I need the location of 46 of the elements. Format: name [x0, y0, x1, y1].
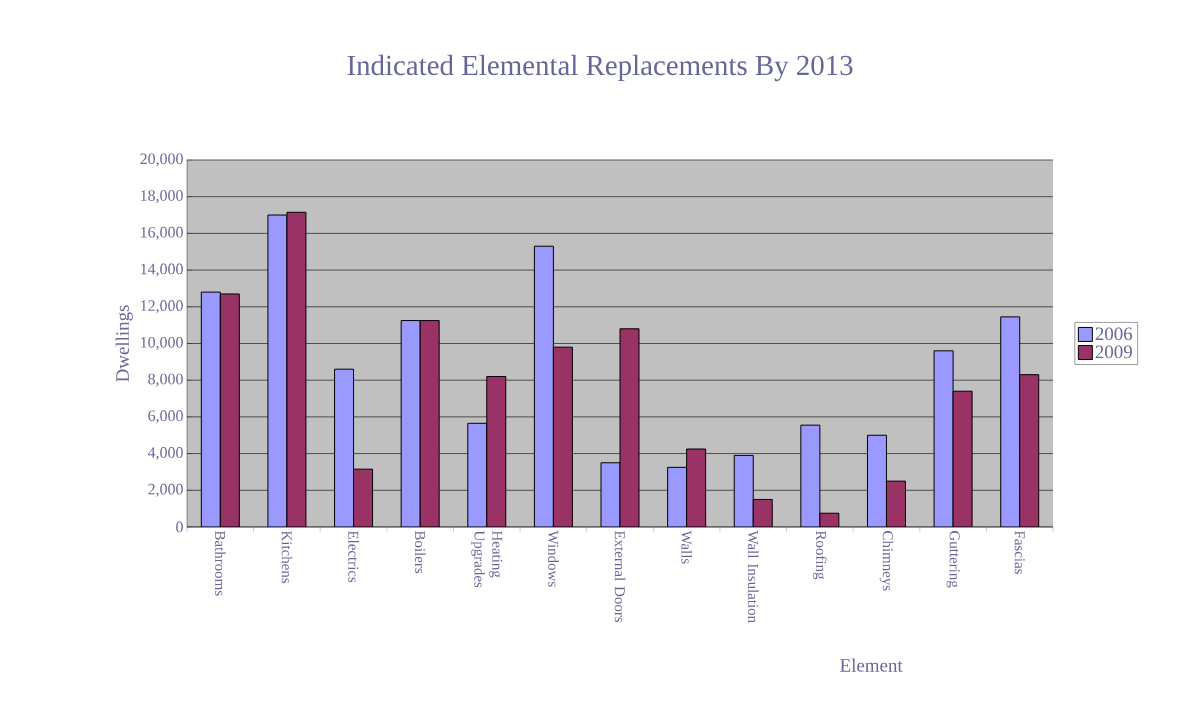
- x-tick-label: Fascias: [1014, 530, 1025, 574]
- y-tick-label: 16,000: [141, 226, 183, 240]
- y-axis-title: Dwellings: [115, 305, 133, 382]
- x-tick-label: Roofing: [812, 530, 827, 580]
- bar: [886, 481, 906, 527]
- chart-title: Indicated Elemental Replacements By 2013: [347, 54, 853, 82]
- x-axis-title: Element: [840, 658, 903, 672]
- y-tick-label: 20,000: [140, 153, 183, 167]
- bar: [867, 435, 887, 527]
- bar: [334, 369, 354, 527]
- x-tick-label: Boilers: [414, 530, 426, 574]
- x-tick-label: Wall Insulation: [747, 530, 759, 623]
- y-tick-label: 10,000: [141, 336, 183, 351]
- bar: [201, 292, 221, 527]
- bar: [734, 455, 754, 527]
- bar: [1019, 374, 1040, 527]
- bar: [686, 449, 706, 527]
- x-tick-label: Kitchens: [281, 530, 293, 584]
- y-tick-label: 6,000: [148, 410, 183, 424]
- bar: [553, 347, 573, 527]
- bar: [467, 423, 487, 527]
- bar: [220, 293, 240, 527]
- bar: [353, 469, 373, 527]
- x-tick-label: Guttering: [946, 531, 960, 588]
- y-tick-label: 18,000: [141, 190, 183, 204]
- x-tick-label: External Doors: [614, 530, 626, 623]
- legend-label: 2009: [1095, 345, 1132, 359]
- bar: [401, 320, 421, 527]
- x-tick-label: Walls: [681, 530, 692, 564]
- bar: [486, 376, 506, 527]
- x-tick-label: Windows: [548, 530, 559, 587]
- legend-label: 2006: [1095, 327, 1133, 341]
- y-tick-label: 8,000: [148, 373, 183, 387]
- bar: [1000, 316, 1021, 527]
- y-tick-label: 14,000: [141, 263, 183, 277]
- y-tick-label: 12,000: [141, 300, 183, 314]
- x-tick-label: Chimneys: [879, 531, 894, 591]
- x-tick-label: Heating Upgrades: [471, 530, 503, 588]
- y-tick-label: 0: [176, 521, 183, 533]
- x-tick-label: Electrics: [348, 530, 359, 583]
- bar: [534, 246, 554, 527]
- bar: [667, 467, 687, 527]
- y-tick-label: 4,000: [147, 447, 183, 461]
- x-tick-label: Bathrooms: [215, 530, 226, 596]
- y-tick-label: 2,000: [148, 483, 183, 497]
- bar: [420, 320, 440, 527]
